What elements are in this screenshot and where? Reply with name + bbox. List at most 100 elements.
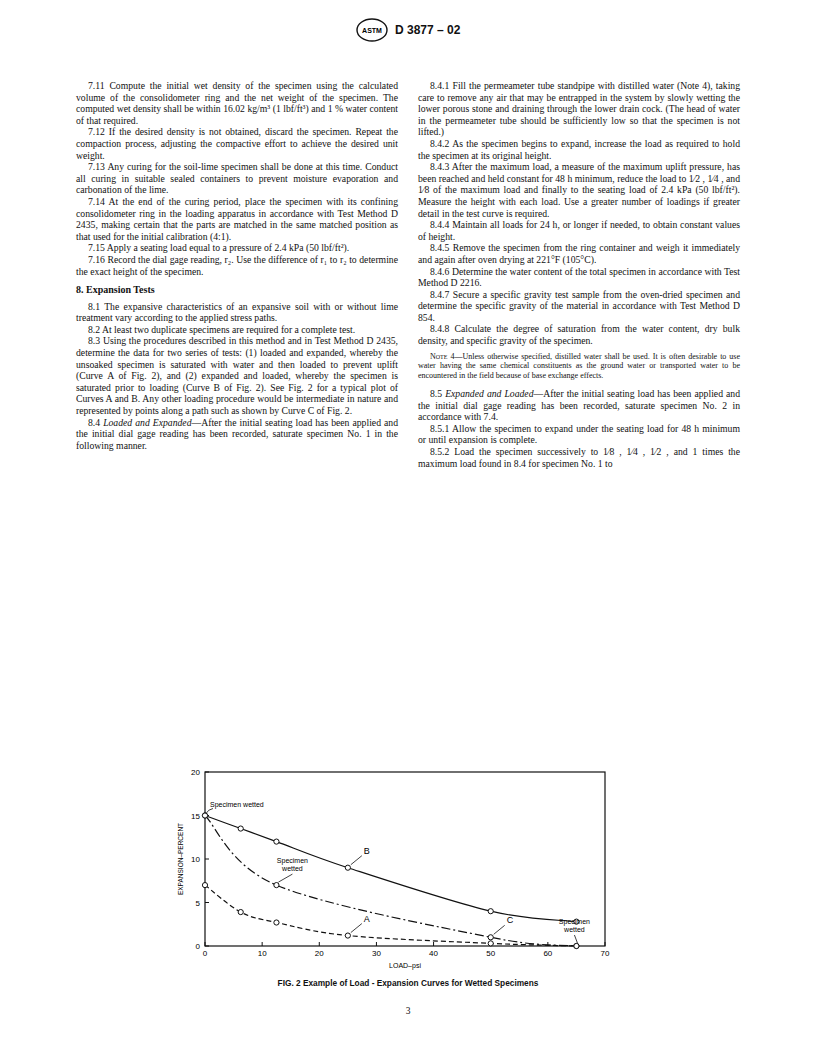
paragraph-text: Load the specimen successively to 1⁄8 , … bbox=[418, 446, 740, 469]
data-point bbox=[238, 909, 243, 914]
x-tick bbox=[376, 942, 377, 946]
paragraph-number: 8.4.6 bbox=[430, 266, 449, 277]
paragraph: 7.14 At the end of the curing period, pl… bbox=[76, 196, 398, 242]
paragraph: 8.4.3 After the maximum load, a measure … bbox=[418, 161, 740, 219]
paragraph: 8.4.4 Maintain all loads for 24 h, or lo… bbox=[418, 219, 740, 242]
paragraph: 7.16 Record the dial gage reading, r₂. U… bbox=[76, 254, 398, 277]
paragraph: 8.4.1 Fill the permeameter tube standpip… bbox=[418, 80, 740, 138]
paragraph-number: 8.4.7 bbox=[430, 289, 449, 300]
logo-ring bbox=[357, 19, 387, 41]
text-column: 7.11 Compute the initial wet density of … bbox=[76, 80, 398, 451]
paragraph: 8.4.2 As the specimen begins to expand, … bbox=[418, 138, 740, 161]
series-label-leader bbox=[494, 925, 505, 934]
data-point bbox=[488, 935, 493, 940]
paragraph-text: If the desired density is not obtained, … bbox=[76, 126, 398, 160]
paragraph: 8.3 Using the procedures described in th… bbox=[76, 335, 398, 416]
data-point bbox=[345, 865, 350, 870]
paragraph-text: Apply a seating load equal to a pressure… bbox=[107, 242, 349, 253]
paragraph-number: 8.4.4 bbox=[430, 219, 449, 230]
paragraph-number: 8.4.2 bbox=[430, 138, 449, 149]
paragraph: 8.4.7 Secure a specific gravity test sam… bbox=[418, 289, 740, 324]
paragraph-number: 8.5 bbox=[430, 388, 442, 399]
data-point bbox=[274, 839, 279, 844]
paragraph-text: After the maximum load, a measure of the… bbox=[418, 161, 740, 218]
text-column: 8.4.1 Fill the permeameter tube standpip… bbox=[418, 80, 740, 469]
x-axis-title: LOAD–psi bbox=[389, 962, 421, 970]
paragraph-text: Fill the permeameter tube standpipe with… bbox=[418, 80, 740, 137]
data-point bbox=[574, 943, 579, 948]
paragraph-text: Compute the initial wet density of the s… bbox=[76, 80, 398, 126]
paragraph: 8.5.1 Allow the specimen to expand under… bbox=[418, 423, 740, 446]
paragraph-number: 8.1 bbox=[88, 301, 100, 312]
paragraph: 7.13 Any curing for the soil-lime specim… bbox=[76, 161, 398, 196]
paragraph: 7.12 If the desired density is not obtai… bbox=[76, 126, 398, 161]
data-point bbox=[202, 813, 207, 818]
y-tick-label: 20 bbox=[191, 768, 200, 777]
data-point bbox=[238, 826, 243, 831]
x-tick-label: 30 bbox=[372, 949, 381, 958]
y-tick-label: 10 bbox=[191, 855, 200, 864]
annotation: Specimen wetted bbox=[210, 801, 264, 809]
annotation-line: Specimen bbox=[277, 857, 308, 865]
caption-label: FIG. 2 bbox=[278, 978, 301, 988]
data-point bbox=[274, 883, 279, 888]
annotation-line: wetted bbox=[563, 926, 585, 933]
paragraph-text: Using the procedures described in this m… bbox=[76, 335, 398, 416]
y-tick bbox=[205, 946, 209, 947]
x-tick-label: 50 bbox=[486, 949, 495, 958]
x-tick bbox=[262, 942, 263, 946]
note-label: Note 4 bbox=[430, 352, 454, 361]
x-tick-label: 40 bbox=[429, 949, 438, 958]
section-heading: 8. Expansion Tests bbox=[76, 284, 398, 296]
series-label-leader bbox=[351, 924, 362, 933]
paragraph-text: At least two duplicate specimens are req… bbox=[102, 324, 355, 335]
section-number: 8. bbox=[76, 284, 84, 295]
paragraph: 8.4 Loaded and Expanded—After the initia… bbox=[76, 417, 398, 452]
annotation-leader bbox=[574, 935, 577, 943]
paragraph-number: 7.14 bbox=[88, 196, 105, 207]
paragraph-text: Record the dial gage reading, r₂. Use th… bbox=[76, 254, 398, 277]
paragraph: 8.4.8 Calculate the degree of saturation… bbox=[418, 323, 740, 346]
paragraph: 8.1 The expansive characteristics of an … bbox=[76, 301, 398, 324]
data-point bbox=[574, 943, 579, 948]
plot-area bbox=[202, 813, 579, 949]
heading-text: Expansion Tests bbox=[86, 284, 155, 295]
paragraph-text: Maintain all loads for 24 h, or longer i… bbox=[418, 219, 740, 242]
paragraph: 7.15 Apply a seating load equal to a pre… bbox=[76, 242, 398, 254]
paragraph-text: Any curing for the soil-lime specimen sh… bbox=[76, 161, 398, 195]
paragraph-text: Calculate the degree of saturation from … bbox=[418, 323, 740, 346]
y-axis-title: EXPANSION–PERCENT bbox=[177, 823, 184, 895]
x-tick-label: 20 bbox=[315, 949, 324, 958]
series-line bbox=[205, 816, 576, 922]
paragraph-text: Secure a specific gravity test sample fr… bbox=[418, 289, 740, 323]
paragraph-number: 7.11 bbox=[88, 80, 105, 91]
note: Note 4—Unless otherwise specified, disti… bbox=[418, 352, 740, 381]
paragraph-number: 8.4.1 bbox=[430, 80, 449, 91]
x-tick-label: 0 bbox=[203, 949, 208, 958]
annotation: Specimenwetted bbox=[559, 918, 590, 933]
x-tick bbox=[605, 942, 606, 946]
designation: D 3877 – 02 bbox=[395, 23, 460, 37]
chart: 01020304050607005101520LOAD–psiEXPANSION… bbox=[0, 0, 816, 1056]
x-tick-label: 70 bbox=[601, 949, 610, 958]
data-point bbox=[345, 933, 350, 938]
caption-text: Example of Load - Expansion Curves for W… bbox=[303, 978, 538, 988]
paragraph-text: As the specimen begins to expand, increa… bbox=[418, 138, 740, 161]
y-tick bbox=[205, 859, 209, 860]
paragraph-number: 7.16 bbox=[88, 254, 105, 265]
paragraph-lead: Loaded and Expanded bbox=[103, 417, 191, 428]
data-point bbox=[488, 909, 493, 914]
paragraph-number: 8.5.2 bbox=[430, 446, 449, 457]
logo-text: ASTM bbox=[362, 27, 382, 34]
paragraph-number: 8.5.1 bbox=[430, 423, 449, 434]
y-tick bbox=[205, 902, 209, 903]
series-label: A bbox=[364, 914, 370, 924]
y-tick-label: 5 bbox=[196, 899, 201, 908]
paragraph: 8.2 At least two duplicate specimens are… bbox=[76, 324, 398, 336]
y-tick-label: 0 bbox=[196, 942, 201, 951]
annotation-leader bbox=[278, 874, 292, 882]
plot-frame bbox=[205, 772, 605, 946]
annotation-line: wetted bbox=[281, 865, 303, 872]
series-label: C bbox=[507, 915, 514, 925]
paragraph: 7.11 Compute the initial wet density of … bbox=[76, 80, 398, 126]
